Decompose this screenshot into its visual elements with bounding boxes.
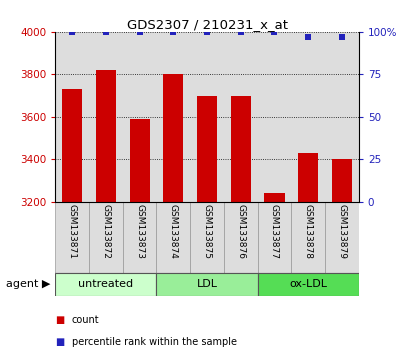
Bar: [291, 202, 324, 273]
Bar: [55, 202, 89, 273]
Bar: [122, 202, 156, 273]
Text: agent ▶: agent ▶: [6, 279, 50, 289]
Bar: [257, 273, 358, 296]
Bar: [331, 159, 351, 202]
Bar: [196, 96, 217, 202]
Text: GSM133877: GSM133877: [269, 204, 278, 259]
Text: ■: ■: [55, 337, 65, 347]
Text: ■: ■: [55, 315, 65, 325]
Bar: [89, 202, 122, 273]
Bar: [156, 202, 190, 273]
Point: [102, 29, 109, 35]
Text: GSM133878: GSM133878: [303, 204, 312, 259]
Bar: [62, 89, 82, 202]
Text: GSM133876: GSM133876: [236, 204, 245, 259]
Bar: [257, 202, 291, 273]
Text: GSM133875: GSM133875: [202, 204, 211, 259]
Point: [203, 29, 210, 35]
Bar: [55, 273, 156, 296]
Point: [136, 29, 143, 35]
Point: [170, 29, 176, 35]
Point: [270, 29, 277, 35]
Text: untreated: untreated: [78, 279, 133, 289]
Text: GSM133872: GSM133872: [101, 204, 110, 259]
Text: percentile rank within the sample: percentile rank within the sample: [72, 337, 236, 347]
Text: GSM133879: GSM133879: [337, 204, 346, 259]
Text: GSM133874: GSM133874: [169, 204, 178, 259]
Point: [304, 34, 311, 40]
Text: count: count: [72, 315, 99, 325]
Bar: [96, 70, 116, 202]
Point: [69, 29, 75, 35]
Bar: [223, 202, 257, 273]
Text: GSM133871: GSM133871: [67, 204, 76, 259]
Point: [338, 34, 344, 40]
Text: LDL: LDL: [196, 279, 217, 289]
Bar: [156, 273, 257, 296]
Bar: [264, 193, 284, 202]
Point: [237, 29, 243, 35]
Bar: [190, 202, 223, 273]
Title: GDS2307 / 210231_x_at: GDS2307 / 210231_x_at: [126, 18, 287, 31]
Text: GSM133873: GSM133873: [135, 204, 144, 259]
Bar: [163, 74, 183, 202]
Text: ox-LDL: ox-LDL: [288, 279, 326, 289]
Bar: [297, 153, 317, 202]
Bar: [324, 202, 358, 273]
Bar: [129, 119, 149, 202]
Bar: [230, 96, 250, 202]
